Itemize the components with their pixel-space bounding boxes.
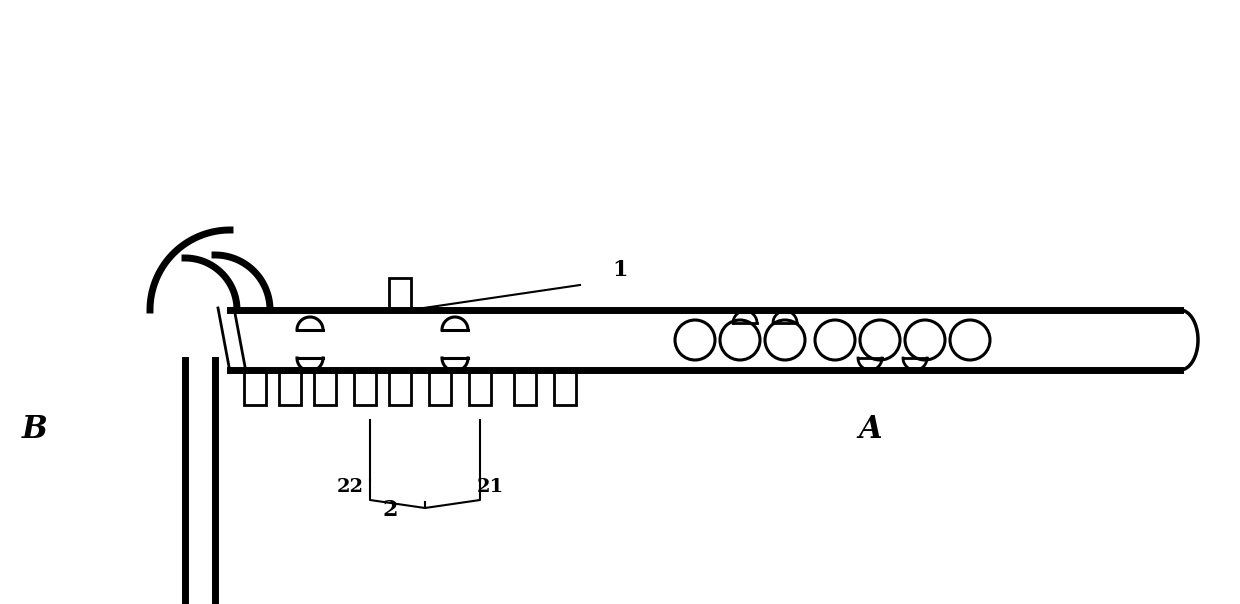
Bar (389, 278, 410, 310)
Text: 2: 2 (382, 499, 398, 521)
Bar (314, 370, 336, 405)
Bar (469, 370, 491, 405)
Text: B: B (22, 414, 48, 446)
Bar (353, 370, 376, 405)
Text: 21: 21 (476, 478, 503, 496)
Text: A: A (858, 414, 882, 446)
Bar (554, 370, 577, 405)
Bar (515, 370, 536, 405)
Bar (429, 370, 451, 405)
Bar (389, 370, 410, 405)
Bar (244, 370, 267, 405)
Bar (279, 370, 301, 405)
Text: 1: 1 (613, 259, 627, 281)
Text: 22: 22 (336, 478, 363, 496)
